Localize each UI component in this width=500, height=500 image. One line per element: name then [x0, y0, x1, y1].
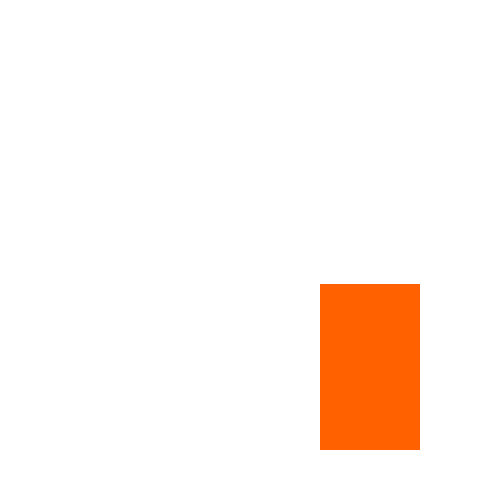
- orange-rectangle: [320, 284, 420, 450]
